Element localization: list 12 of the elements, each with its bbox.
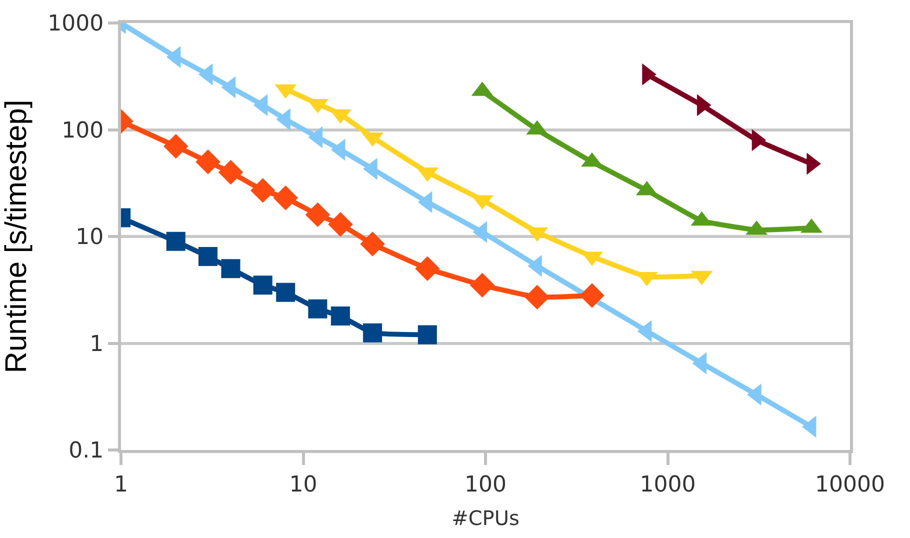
x-tick-label: 10000 bbox=[815, 472, 885, 498]
x-tick-label: 1 bbox=[114, 472, 128, 498]
x-tick-label: 1000 bbox=[640, 472, 696, 498]
x-tick-label: 100 bbox=[464, 472, 506, 498]
y-tick-label: 0.1 bbox=[68, 438, 104, 464]
x-axis-title: #CPUs bbox=[452, 506, 520, 530]
y-tick-label: 10 bbox=[76, 225, 104, 250]
y-tick-label: 1000 bbox=[48, 12, 104, 37]
x-tick-label: 10 bbox=[289, 472, 318, 498]
y-tick-label: 100 bbox=[62, 118, 104, 144]
y-tick-label: 1 bbox=[90, 332, 104, 357]
y-axis-title: Runtime [s/timestep] bbox=[0, 100, 33, 374]
